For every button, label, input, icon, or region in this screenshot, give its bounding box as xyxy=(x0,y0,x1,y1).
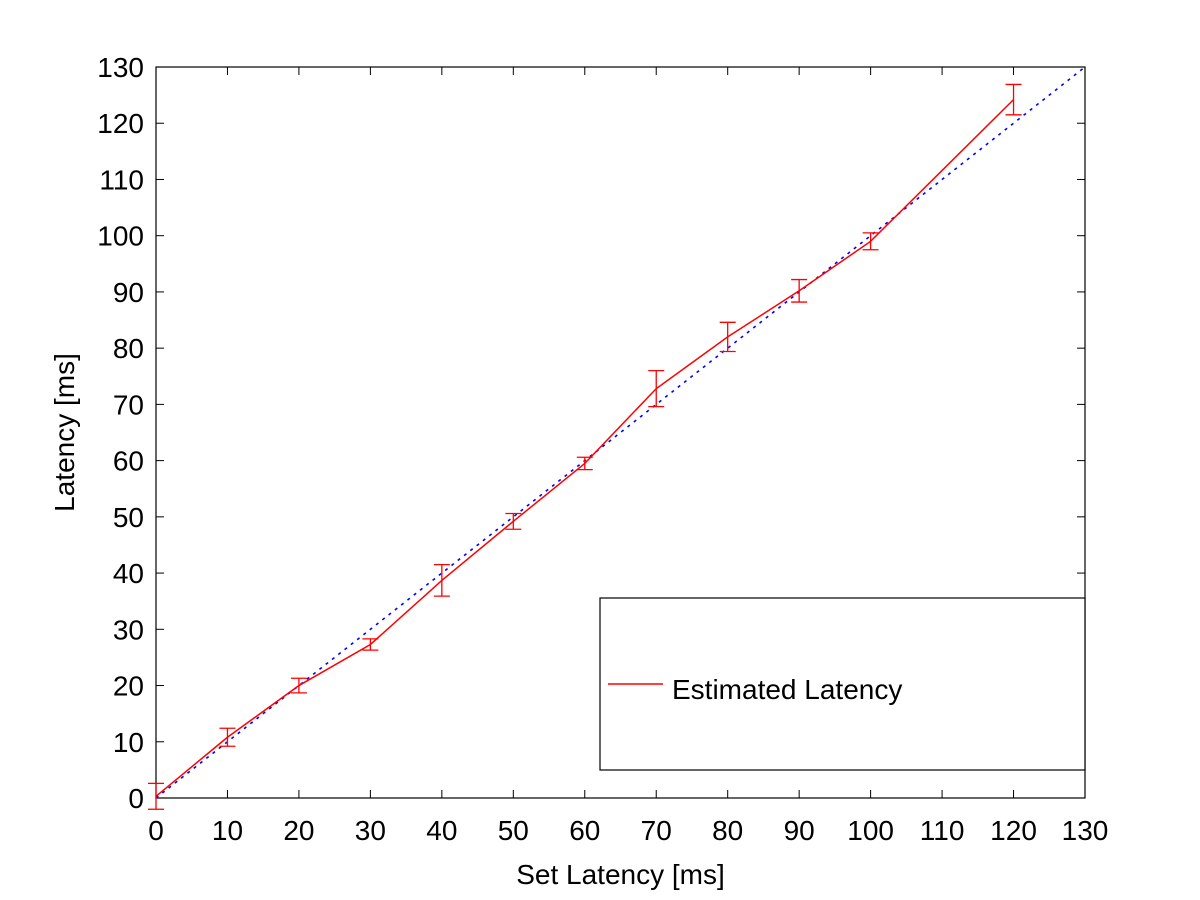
x-tick-label: 130 xyxy=(1062,815,1109,846)
x-tick-label: 30 xyxy=(355,815,386,846)
error-bar xyxy=(791,278,808,303)
x-tick-label: 120 xyxy=(990,815,1037,846)
x-tick-label: 40 xyxy=(426,815,457,846)
x-tick-label: 80 xyxy=(712,815,743,846)
x-tick-label: 50 xyxy=(498,815,529,846)
x-tick-label: 0 xyxy=(148,815,164,846)
legend-label-estimated-latency: Estimated Latency xyxy=(672,674,902,705)
reference-line-series xyxy=(155,66,1086,799)
error-bar xyxy=(1005,83,1022,116)
y-tick-label: 20 xyxy=(113,671,144,702)
plot-area-frame xyxy=(155,66,1086,799)
y-tick-label: 70 xyxy=(113,389,144,420)
x-tick-label: 110 xyxy=(920,815,965,846)
legend: Estimated Latency xyxy=(599,597,1086,771)
y-tick-label: 40 xyxy=(113,558,144,589)
error-bar xyxy=(576,456,593,471)
x-tick-label: 100 xyxy=(847,815,894,846)
axis-tick-labels: 0 10 20 30 40 50 60 70 80 90 100 110 120 130 0 10 20 30 40… xyxy=(97,52,1108,846)
y-tick-label: 130 xyxy=(97,52,144,83)
x-tick-label: 10 xyxy=(212,815,243,846)
estimated-latency-line xyxy=(155,99,1015,797)
error-bar xyxy=(719,321,736,353)
error-bar xyxy=(219,727,236,747)
y-tick-label: 10 xyxy=(113,727,144,758)
y-tick-label: 120 xyxy=(97,108,144,139)
error-bar xyxy=(433,563,450,597)
error-bar xyxy=(290,677,307,694)
series-layer xyxy=(148,66,1086,810)
legend-box xyxy=(599,597,1086,771)
error-bar xyxy=(505,512,522,530)
x-axis-label: Set Latency [ms] xyxy=(516,859,725,890)
x-tick-label: 60 xyxy=(569,815,600,846)
y-tick-label: 90 xyxy=(113,277,144,308)
y-tick-label: 60 xyxy=(113,446,144,477)
error-bar xyxy=(148,782,164,810)
y-axis-label: Latency [ms] xyxy=(49,353,80,512)
error-bar xyxy=(648,369,665,408)
y-tick-label: 100 xyxy=(97,221,144,252)
x-tick-label: 70 xyxy=(641,815,672,846)
y-tick-label: 50 xyxy=(113,502,144,533)
y-tick-label: 30 xyxy=(113,614,144,645)
error-bar xyxy=(862,232,879,251)
y-tick-label: 0 xyxy=(128,783,144,814)
y-tick-label: 110 xyxy=(99,164,144,195)
y-tick-label: 80 xyxy=(113,333,144,364)
x-tick-label: 90 xyxy=(784,815,815,846)
x-tick-label: 20 xyxy=(283,815,314,846)
error-bar xyxy=(362,638,379,651)
